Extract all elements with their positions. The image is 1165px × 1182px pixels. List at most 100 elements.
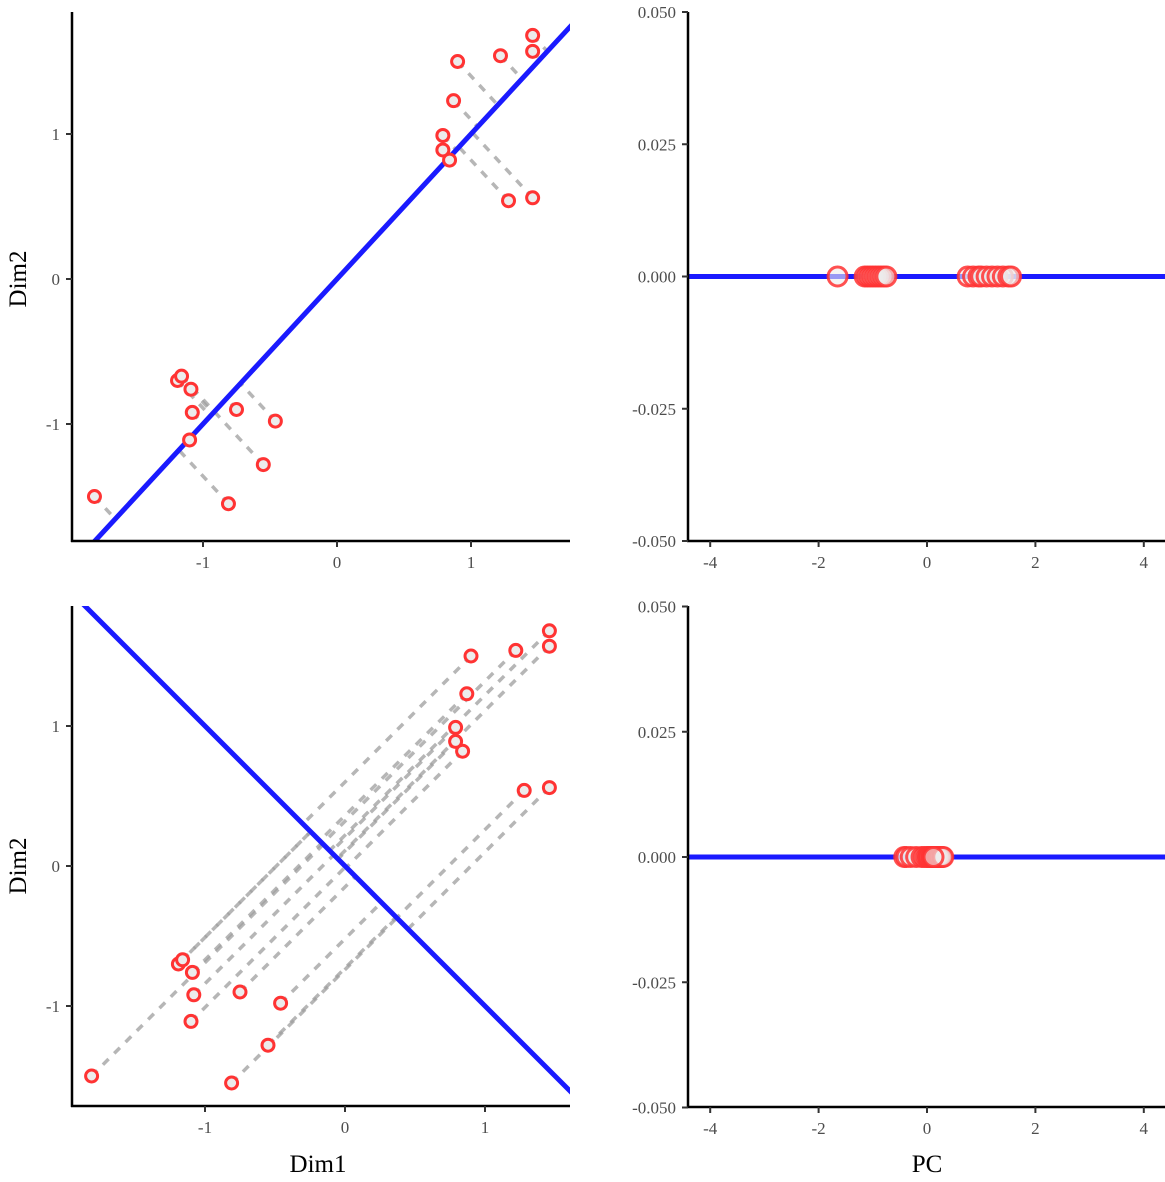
data-point <box>255 457 271 473</box>
projection-line <box>336 740 457 861</box>
projection-line <box>279 901 383 1005</box>
top-left-y-axis-title: Dim2 <box>5 251 32 308</box>
x-tick-label: 4 <box>1140 553 1149 572</box>
projection-line <box>90 843 325 1078</box>
y-tick-label: 0.000 <box>638 848 676 867</box>
data-point <box>501 193 517 209</box>
projection-line <box>471 131 534 199</box>
projected-point <box>922 846 945 868</box>
data-point <box>175 952 191 968</box>
y-tick-label: 0.050 <box>638 3 676 22</box>
data-point <box>525 190 541 206</box>
x-tick-label: 0 <box>333 553 342 572</box>
projected-point <box>875 265 898 288</box>
data-point <box>220 496 236 512</box>
data-point <box>541 638 557 654</box>
y-tick-label: -0.050 <box>632 1099 676 1118</box>
projection-line <box>321 649 518 845</box>
data-point <box>184 404 200 420</box>
projection-line <box>191 841 324 974</box>
x-tick-label: 0 <box>341 1118 350 1137</box>
data-point <box>459 686 475 702</box>
data-point <box>273 995 289 1011</box>
x-tick-label: 0 <box>923 1119 932 1138</box>
projection-line <box>181 830 312 962</box>
projection-line <box>192 853 336 997</box>
projection-line <box>177 448 230 505</box>
data-point <box>174 368 190 384</box>
data-point <box>182 432 198 448</box>
data-point <box>541 623 557 639</box>
projection-line <box>456 60 500 107</box>
x-tick-label: 2 <box>1031 553 1040 572</box>
bottom-left-x-axis-title: Dim1 <box>290 1151 347 1178</box>
data-point <box>516 782 532 798</box>
data-point <box>450 54 466 69</box>
projection-line <box>457 145 510 202</box>
bottom-right-x-axis-title: PC <box>912 1151 943 1178</box>
y-tick-label: 1 <box>52 717 61 736</box>
panel-bottom-right-projection: -4 -2 0 2 4 0.050 0.025 0.000 -0.025 -0.050 <box>632 598 1165 1138</box>
y-tick-label: 0 <box>52 270 61 289</box>
y-tick-label: 0 <box>52 857 61 876</box>
x-tick-label: -1 <box>196 553 210 572</box>
x-tick-label: -2 <box>812 1119 826 1138</box>
projection-line <box>213 410 265 466</box>
data-point <box>448 719 464 735</box>
data-point <box>541 780 557 796</box>
panel-top-right-projection: -4 -2 0 2 4 0.050 0.025 0.000 -0.025 -0.050 <box>632 3 1165 572</box>
projected-point <box>1000 265 1023 288</box>
y-tick-label: -1 <box>46 997 60 1016</box>
y-tick-label: -0.025 <box>632 973 676 992</box>
data-point <box>224 1075 240 1091</box>
data-point <box>435 142 451 158</box>
x-tick-label: -1 <box>198 1118 212 1137</box>
y-tick-label: 1 <box>52 125 61 144</box>
data-point <box>463 648 479 664</box>
projection-line <box>239 382 277 423</box>
y-tick-label: 0.025 <box>638 723 676 742</box>
projection-line <box>395 789 526 920</box>
projection-line <box>266 915 398 1047</box>
data-point <box>86 489 102 504</box>
x-tick-label: 2 <box>1031 1119 1040 1138</box>
projection-line <box>238 875 357 994</box>
y-tick-label: -0.025 <box>632 400 676 419</box>
x-tick-label: 1 <box>467 553 476 572</box>
x-tick-label: 4 <box>1140 1119 1149 1138</box>
data-point <box>183 381 199 397</box>
projection-line <box>301 654 473 826</box>
x-tick-label: 1 <box>481 1118 490 1137</box>
principal-axis-line <box>91 23 570 541</box>
data-point <box>84 1068 100 1084</box>
data-point <box>435 127 451 143</box>
y-tick-label: -1 <box>46 415 60 434</box>
panel-bottom-left-scatter: -1 -1 0 0 1 1 <box>46 606 570 1137</box>
projection-line <box>230 916 399 1085</box>
data-point <box>448 733 464 749</box>
data-point <box>186 987 202 1003</box>
data-point <box>455 743 471 759</box>
y-tick-label: 0.050 <box>638 598 676 617</box>
projection-line <box>406 786 551 931</box>
x-tick-label: -4 <box>703 1119 718 1138</box>
bottom-left-y-axis-title: Dim2 <box>5 838 32 895</box>
projected-point <box>826 265 849 288</box>
x-tick-label: -2 <box>812 553 826 572</box>
data-point <box>442 152 458 168</box>
projection-line <box>189 865 347 1023</box>
data-point <box>525 43 541 59</box>
x-tick-label: 0 <box>923 553 932 572</box>
projection-line <box>345 749 464 869</box>
projection-line <box>329 726 457 854</box>
data-point <box>260 1037 276 1053</box>
projection-line <box>328 629 551 852</box>
y-tick-label: 0.000 <box>638 268 676 287</box>
projection-line <box>318 692 469 843</box>
y-tick-label: 0.025 <box>638 135 676 154</box>
data-point <box>229 402 244 417</box>
data-point <box>183 1013 199 1029</box>
data-point <box>232 984 248 1000</box>
data-point <box>446 93 462 109</box>
x-tick-label: -4 <box>703 553 718 572</box>
